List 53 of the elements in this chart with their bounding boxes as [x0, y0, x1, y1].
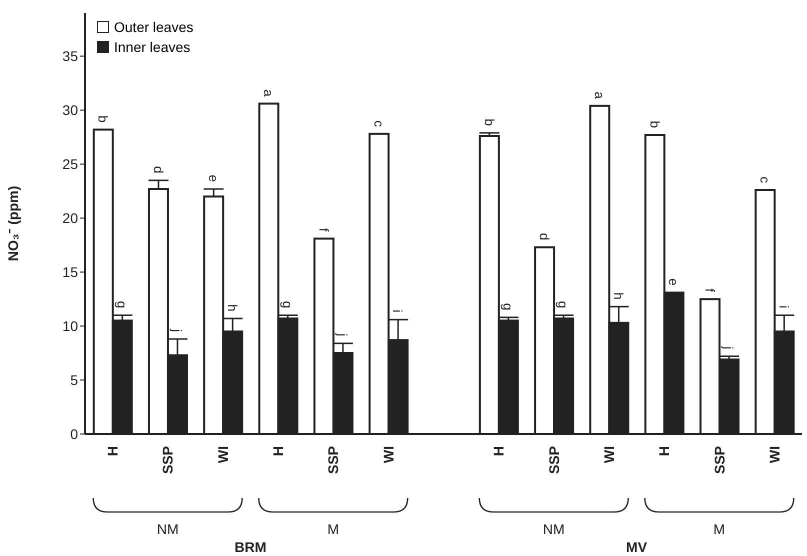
data-label: b	[482, 118, 497, 126]
y-tick-label: 5	[70, 372, 78, 388]
data-label: j	[170, 328, 185, 332]
data-label: d	[150, 166, 166, 174]
x-tick-label: WI	[380, 446, 396, 464]
text: NM	[156, 521, 179, 537]
data-label: j	[721, 345, 736, 350]
data-label: h	[224, 304, 240, 312]
y-tick-label: 30	[62, 102, 78, 118]
data-label: f	[702, 288, 718, 292]
text: M	[713, 521, 726, 537]
data-label: h	[610, 292, 626, 300]
x-tick-label: SSP	[711, 446, 728, 474]
data-label: c	[758, 176, 773, 184]
data-label: d	[536, 233, 552, 240]
x-tick-label: WI	[214, 446, 231, 464]
y-tick-label: 15	[62, 264, 78, 280]
x-tick-label: WI	[600, 446, 617, 464]
data-label: g	[500, 303, 516, 310]
legend-label: Outer leaves	[114, 18, 194, 37]
x-tick-label: H	[490, 446, 507, 456]
y-tick-label: 35	[62, 48, 78, 64]
y-tick-label: 20	[62, 210, 78, 226]
data-label: b	[647, 120, 662, 128]
text: BRM	[234, 539, 266, 555]
data-label: e	[666, 278, 681, 286]
data-label: g	[556, 301, 571, 308]
y-tick-label: 25	[62, 156, 78, 172]
text: M	[327, 521, 340, 537]
y-tick-label: 10	[62, 318, 78, 334]
data-label: i	[776, 305, 792, 308]
text: NM	[542, 521, 565, 537]
data-label: g	[280, 301, 295, 308]
data-label: j	[335, 332, 350, 336]
x-tick-label: SSP	[546, 446, 562, 474]
x-tick-label: H	[270, 446, 286, 456]
y-tick-label: 0	[70, 426, 78, 442]
data-label: i	[390, 310, 406, 313]
x-tick-label: WI	[766, 446, 782, 464]
x-tick-label: SSP	[160, 446, 176, 474]
data-label: f	[316, 228, 332, 232]
y-axis-title: NO₃⁻ (ppm)	[4, 186, 21, 262]
x-tick-label: H	[104, 446, 121, 456]
data-label: b	[96, 115, 111, 123]
legend-label: Inner leaves	[114, 38, 190, 57]
x-tick-label: SSP	[325, 446, 342, 474]
data-label: a	[261, 89, 276, 98]
x-tick-label: H	[656, 446, 672, 456]
data-label: c	[371, 120, 386, 128]
text: MV	[626, 539, 648, 555]
data-label: a	[592, 92, 608, 100]
data-label: g	[114, 301, 130, 308]
data-label: e	[206, 174, 222, 182]
